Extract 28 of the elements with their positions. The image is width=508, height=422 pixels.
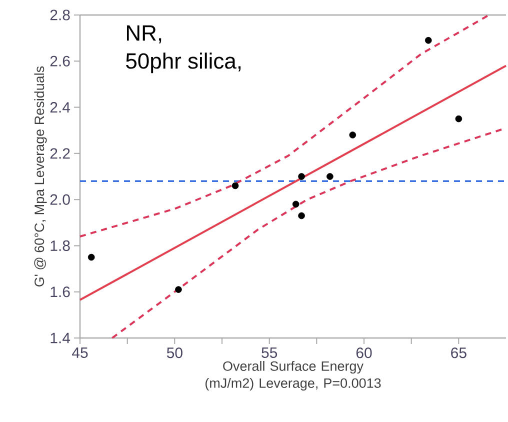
y-tick-label: 1.6 [50,286,70,298]
annotation: 50phr silica, [126,52,241,74]
y-axis-title: G' @ 60°C, Mpa Leverage Residuals [34,66,47,286]
annotation: NR, [126,25,162,44]
point [232,182,239,190]
point [326,173,334,180]
point [298,212,305,220]
y-tick-label: 2.8 [50,10,70,20]
y-tick-label: 2.0 [50,194,70,205]
point [349,132,356,138]
x-tick-label: 50 [166,348,182,358]
y-tick-label: 2.2 [50,148,70,159]
y-tick-label: 2.6 [50,56,70,66]
point [298,173,305,180]
y-tick-label: 1.8 [50,240,70,252]
x-tick-label: 60 [356,348,372,358]
x-axis-title: Overall Surface Energy (mJ/m2) Leverage, P=0.0013 [205,360,381,391]
x-tick-label: 45 [72,348,88,358]
y-tick-label: 1.4 [50,332,70,344]
point [455,115,462,122]
point [424,36,432,44]
x-tick-label: 55 [262,348,278,358]
point [175,286,182,293]
y-tick-label: 2.4 [50,102,70,113]
line-series [79,14,490,238]
point [88,254,95,261]
point [292,200,300,208]
x-tick-label: 65 [451,348,466,358]
